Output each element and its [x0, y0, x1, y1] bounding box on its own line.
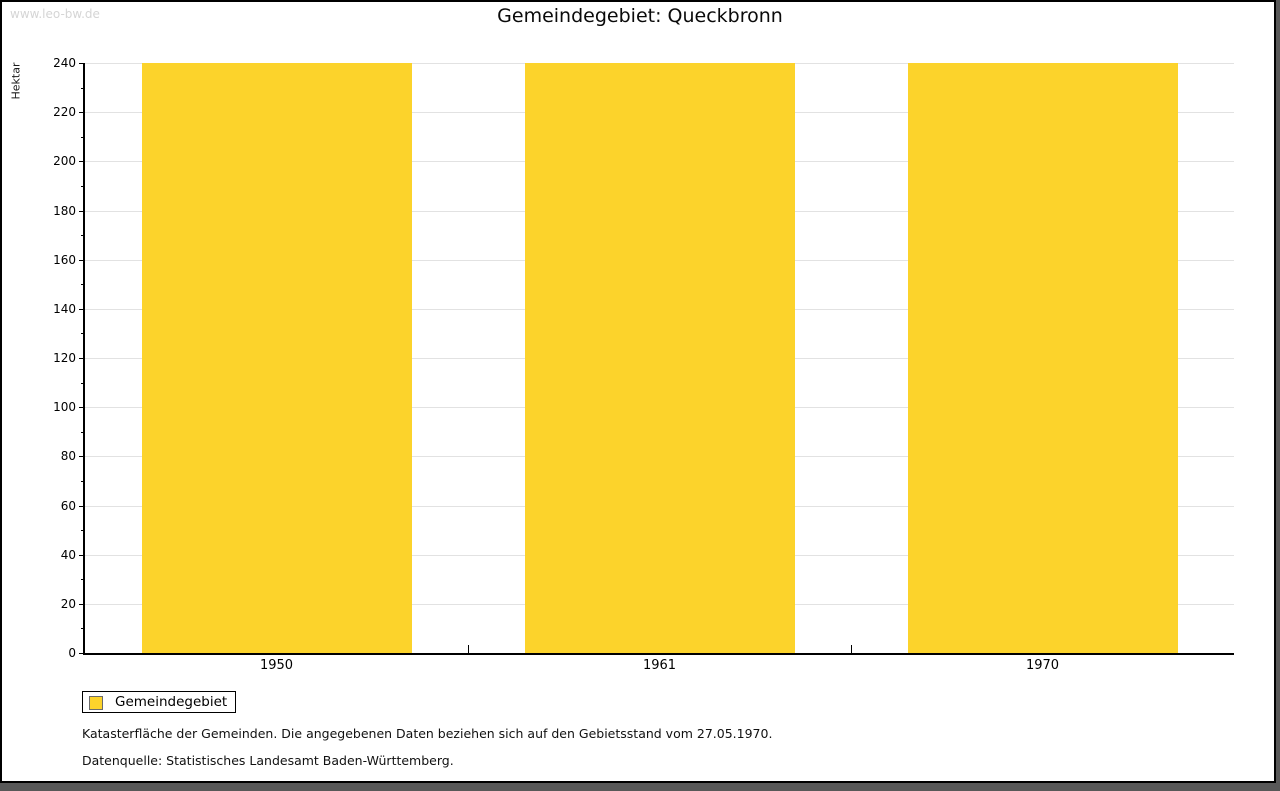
y-minor-tick: [81, 87, 84, 89]
y-tick-label: 20: [60, 596, 76, 611]
footnote-source: Datenquelle: Statistisches Landesamt Bad…: [82, 753, 454, 768]
y-tick: [79, 161, 84, 163]
x-tick: [851, 645, 852, 653]
y-tick: [79, 210, 84, 212]
y-tick: [79, 505, 84, 507]
y-tick: [79, 63, 84, 64]
y-minor-tick: [81, 579, 84, 581]
y-tick: [79, 112, 84, 114]
y-tick-label: 220: [53, 105, 76, 120]
y-minor-tick: [81, 136, 84, 138]
y-minor-tick: [81, 480, 84, 482]
y-tick-label: 160: [53, 252, 76, 267]
legend-label: Gemeindegebiet: [115, 694, 228, 710]
y-minor-tick: [81, 185, 84, 187]
y-tick: [79, 308, 84, 310]
bar-1970: [907, 63, 1178, 653]
y-minor-tick: [81, 382, 84, 384]
y-minor-tick: [81, 530, 84, 532]
y-tick-label: 100: [53, 400, 76, 415]
x-tick-label: 1961: [642, 658, 677, 673]
y-tick-label: 40: [60, 547, 76, 562]
y-tick-label: 140: [53, 301, 76, 316]
x-tick: [468, 645, 469, 653]
y-minor-tick: [81, 235, 84, 237]
y-tick-label: 0: [68, 646, 76, 660]
page-title: Gemeindegebiet: Queckbronn: [497, 5, 783, 27]
footnote-description: Katasterfläche der Gemeinden. Die angege…: [82, 726, 773, 741]
y-axis-label: Hektar: [9, 62, 23, 100]
y-tick-label: 60: [60, 498, 76, 513]
y-tick: [79, 456, 84, 458]
x-axis-line: [83, 653, 1234, 655]
x-tick-label: 1970: [1025, 658, 1060, 673]
legend-color-swatch: [89, 696, 103, 710]
y-tick: [79, 358, 84, 359]
y-minor-tick: [81, 431, 84, 433]
y-tick: [79, 653, 84, 654]
y-axis-line: [83, 63, 85, 655]
x-tick-label: 1950: [259, 658, 294, 673]
y-tick-label: 80: [60, 449, 76, 464]
y-minor-tick: [81, 628, 84, 630]
y-tick: [79, 603, 84, 605]
y-tick-label: 240: [53, 56, 76, 70]
y-tick: [79, 554, 84, 556]
y-tick-label: 200: [53, 154, 76, 169]
y-tick-label: 120: [53, 351, 76, 365]
watermark-text: www.leo-bw.de: [10, 7, 100, 21]
bar-1961: [524, 63, 795, 653]
bar-1950: [141, 63, 412, 653]
y-minor-tick: [81, 284, 84, 286]
y-tick: [79, 259, 84, 261]
legend-box: Gemeindegebiet: [82, 691, 236, 713]
y-tick-label: 180: [53, 203, 76, 218]
y-tick: [79, 407, 84, 409]
y-minor-tick: [81, 333, 84, 335]
